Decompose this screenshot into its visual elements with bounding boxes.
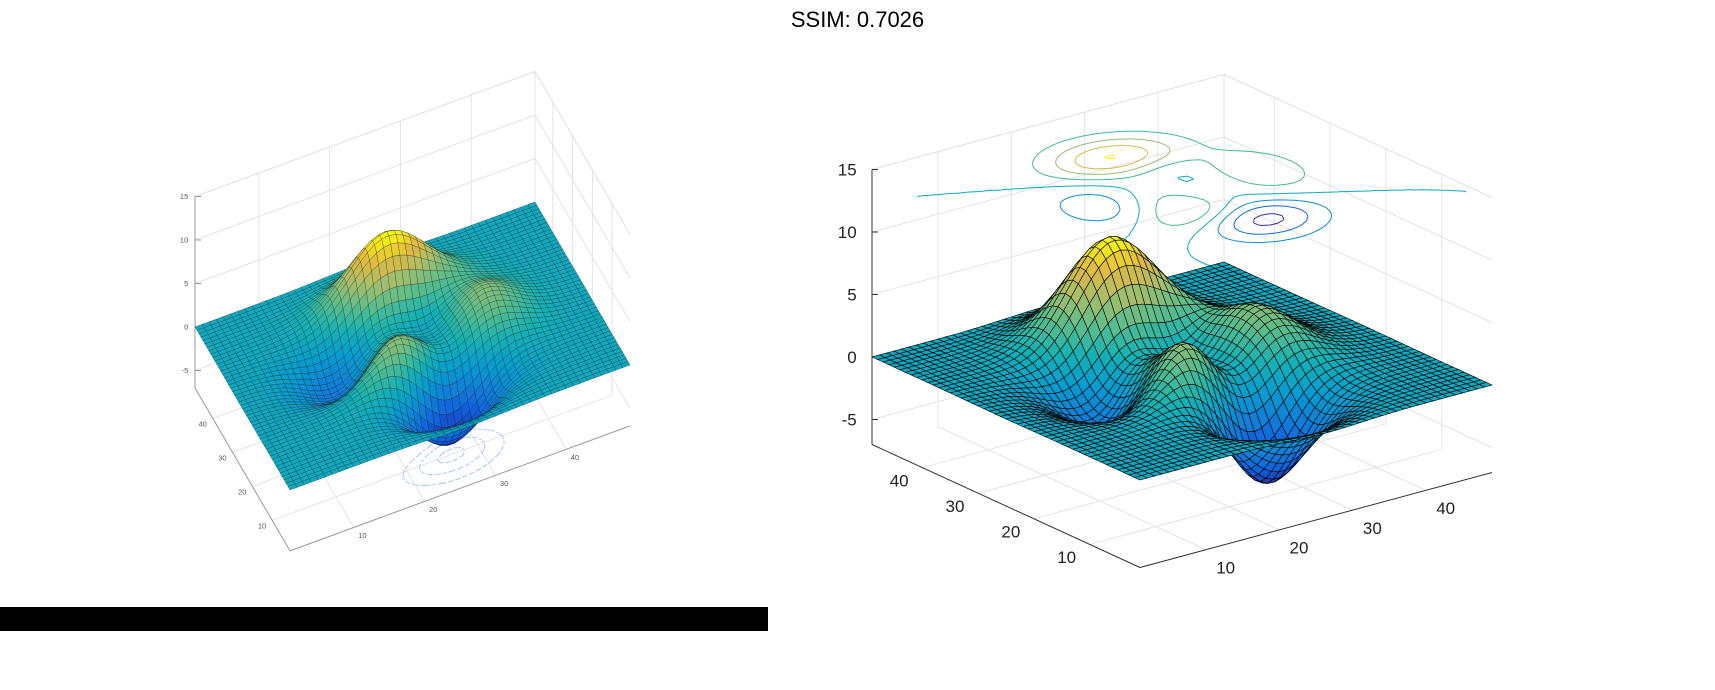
gridline — [1089, 448, 1442, 545]
y-axis-line — [871, 444, 1141, 568]
x-tick-label: 40 — [571, 453, 579, 462]
right-surface-axes: -5 0 5 10 15 10 20 30 40 10 20 30 40 — [838, 74, 1493, 577]
surface-patch — [287, 483, 298, 491]
gridline — [272, 394, 613, 521]
gridline — [1223, 136, 1493, 261]
surface — [871, 236, 1493, 484]
contour-line — [1253, 213, 1285, 226]
z-tick-label: 0 — [847, 348, 856, 367]
z-tick-label: 15 — [180, 192, 188, 201]
gridline — [534, 114, 631, 279]
surface-patch — [1133, 475, 1149, 481]
gridline — [1223, 199, 1493, 323]
z-tick-label: 5 — [184, 279, 188, 288]
contour-line — [1074, 145, 1149, 170]
x-tick-label: 30 — [1363, 519, 1382, 538]
x-tick-label: 20 — [1290, 539, 1309, 558]
y-tick-label: 20 — [238, 488, 246, 497]
y-axis-line — [194, 387, 291, 552]
box-edge — [194, 71, 536, 197]
x-tick-label: 30 — [500, 479, 508, 488]
x-tick-label: 40 — [1436, 499, 1455, 518]
y-tick-label: 10 — [1057, 548, 1076, 567]
gridline — [937, 426, 1207, 551]
z-tick-label: -5 — [182, 366, 189, 375]
z-tick-label: 15 — [838, 160, 857, 179]
gridline — [871, 199, 1225, 295]
contour-group — [916, 130, 1467, 274]
box-edge — [534, 71, 631, 235]
z-tick-label: 5 — [847, 285, 856, 304]
x-tick-label: 20 — [429, 505, 437, 514]
contour-line — [437, 446, 466, 464]
y-tick-label: 40 — [890, 471, 909, 490]
x-tick-label: 10 — [1216, 558, 1235, 577]
contour-line — [1059, 194, 1332, 243]
contour-line — [1233, 205, 1309, 235]
y-tick-label: 30 — [218, 454, 226, 463]
z-tick-label: 0 — [184, 323, 188, 332]
contour-line — [1104, 154, 1116, 160]
z-tick-label: 10 — [838, 223, 857, 242]
x-axis-line — [289, 425, 631, 552]
z-tick-label: -5 — [842, 410, 857, 429]
contour-line — [418, 436, 486, 475]
x-tick-label: 10 — [358, 531, 366, 540]
y-tick-label: 30 — [946, 497, 965, 516]
z-tick-label: 10 — [180, 236, 188, 245]
gridline — [194, 114, 536, 241]
box-edge — [1223, 74, 1493, 198]
y-tick-label: 10 — [258, 522, 266, 531]
gridline — [194, 158, 536, 284]
gridline — [1033, 423, 1387, 520]
y-tick-label: 40 — [198, 420, 206, 429]
black-bar — [0, 607, 768, 631]
contour-line — [1032, 130, 1306, 226]
contour-line — [916, 175, 1467, 274]
left-surface-axes: -5 0 5 10 15 10 20 30 40 10 20 30 40 — [180, 71, 631, 552]
gridline — [871, 136, 1225, 233]
box-edge — [871, 74, 1225, 170]
surface — [194, 201, 631, 491]
figure-title: SSIM: 0.7026 — [790, 7, 925, 32]
x-axis-line — [1139, 472, 1493, 568]
contour-line — [1055, 138, 1171, 175]
gridline — [534, 158, 631, 322]
y-tick-label: 20 — [1001, 523, 1020, 542]
